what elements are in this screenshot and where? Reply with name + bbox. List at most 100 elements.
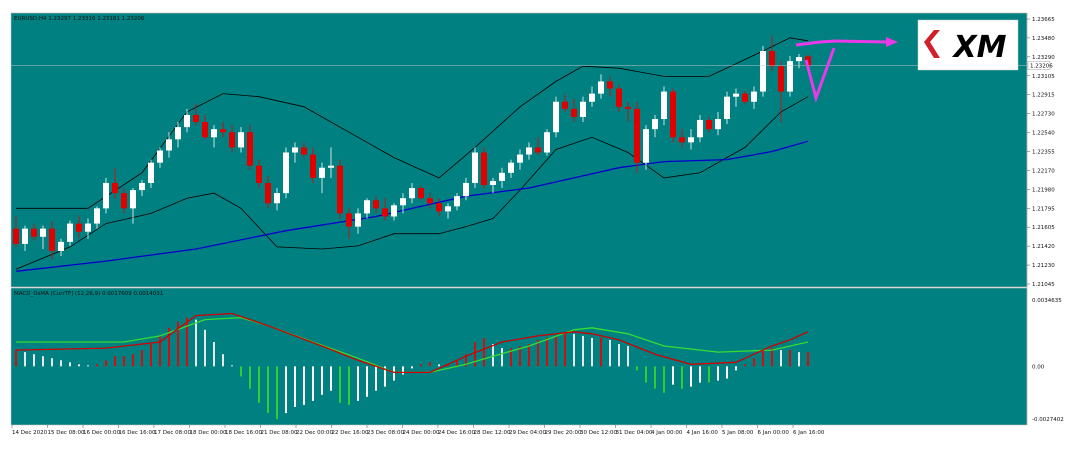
price-axis-label: 1.23105 (1032, 74, 1055, 80)
time-axis-label: 23 Dec 08:00 (367, 430, 404, 436)
macd-histogram-bar (609, 339, 611, 367)
macd-histogram-bar (600, 337, 602, 367)
macd-histogram-bar (573, 333, 575, 367)
macd-histogram-bar (708, 366, 710, 383)
macd-histogram-bar (312, 366, 314, 401)
candle (67, 220, 73, 246)
candle (58, 238, 64, 257)
macd-axis-label: 0.00 (1032, 364, 1045, 370)
candle (112, 167, 118, 199)
symbol-header: EURUSD,H4 1.23297 1.23316 1.23181 1.2320… (14, 16, 145, 22)
macd-histogram-bar (213, 341, 215, 367)
price-axis-label: 1.23665 (1032, 17, 1055, 23)
forecast-arrow-up[interactable] (795, 37, 898, 104)
macd-histogram-bar (555, 335, 557, 367)
candle (382, 198, 388, 221)
time-axis-label: 22 Dec 00:00 (296, 430, 333, 436)
macd-histogram-bar (78, 364, 80, 367)
time-axis-label: 4 Jan 16:00 (687, 430, 719, 436)
macd-histogram-bar (402, 366, 404, 375)
candle (418, 186, 424, 201)
candle (571, 98, 577, 123)
macd-layer (15, 312, 809, 420)
macd-histogram-bar (276, 366, 278, 420)
candle (616, 84, 622, 112)
time-axis-label: 29 Dec 20:00 (545, 430, 582, 436)
candle (31, 223, 37, 241)
macd-histogram-bar (663, 366, 665, 393)
axis-layer: 1.23665 1.23480 1.23290 1.23105 1.22915 1.227… (11, 17, 1064, 436)
macd-main-line (15, 312, 809, 374)
candle (121, 188, 127, 214)
macd-histogram-bar (330, 366, 332, 391)
macd-histogram-bar (123, 356, 125, 367)
candle (355, 208, 361, 234)
candle (85, 218, 91, 239)
macd-histogram-bar (240, 366, 242, 377)
macd-histogram-bar (150, 344, 152, 367)
candle (787, 56, 793, 97)
macd-histogram-bar (159, 335, 161, 367)
candle (202, 114, 208, 140)
candle (337, 159, 343, 219)
candle (148, 159, 154, 189)
candle (733, 88, 739, 107)
candle (175, 122, 181, 148)
bollinger-upper (16, 37, 809, 209)
macd-histogram-bar (249, 366, 251, 389)
macd-histogram-bar (339, 366, 341, 403)
macd-histogram-bar (510, 348, 512, 367)
candle (274, 188, 280, 211)
price-axis-label: 1.22355 (1032, 150, 1055, 156)
candle (400, 193, 406, 214)
current-price-tag (1027, 61, 1051, 70)
time-axis-label: 28 Dec 12:00 (474, 430, 511, 436)
macd-histogram-bar (762, 350, 764, 367)
macd-histogram-bar (267, 366, 269, 414)
candle (490, 177, 496, 194)
candle (589, 86, 595, 107)
candle (463, 177, 469, 201)
candle (166, 132, 172, 158)
macd-histogram-bar (645, 366, 647, 383)
candle (193, 103, 199, 126)
candle (409, 182, 415, 204)
price-axis-label: 1.23480 (1032, 36, 1055, 42)
candle (229, 125, 235, 153)
candle (373, 196, 379, 214)
indicator-header: MACD_OsMA [CurrTF] (12,26,9) 0.0017609 0… (14, 291, 163, 297)
candle (310, 147, 316, 183)
candle (706, 116, 712, 133)
candle (625, 101, 631, 123)
macd-histogram-bar (501, 348, 503, 367)
macd-histogram-bar (726, 366, 728, 379)
price-axis-label: 1.22915 (1032, 93, 1055, 99)
price-axis-label: 1.23290 (1032, 55, 1055, 61)
macd-histogram-bar (672, 366, 674, 385)
macd-signal-line (16, 316, 809, 374)
price-axis-label: 1.21605 (1032, 225, 1055, 231)
candle (535, 137, 541, 156)
macd-histogram-bar (231, 365, 233, 367)
macd-histogram-bar (168, 327, 170, 367)
price-pane[interactable] (10, 12, 1028, 288)
time-axis-label: 6 Jan 16:00 (793, 430, 825, 436)
current-price-value: 1.23206 (1030, 64, 1053, 70)
macd-histogram-bar (285, 366, 287, 414)
logo-text: XM (952, 30, 1007, 65)
xm-logo: XM (917, 19, 1019, 71)
macd-histogram-bar (483, 337, 485, 367)
macd-histogram-bar (366, 366, 368, 397)
candle (499, 167, 505, 189)
candle (40, 225, 46, 249)
candle (697, 114, 703, 143)
macd-histogram-bar (681, 366, 683, 389)
candle (454, 193, 460, 211)
macd-histogram-bar (42, 356, 44, 367)
candle (715, 111, 721, 136)
macd-histogram-bar (528, 344, 530, 367)
macd-histogram-bar (186, 317, 188, 367)
time-axis-label: 24 Dec 16:00 (438, 430, 475, 436)
